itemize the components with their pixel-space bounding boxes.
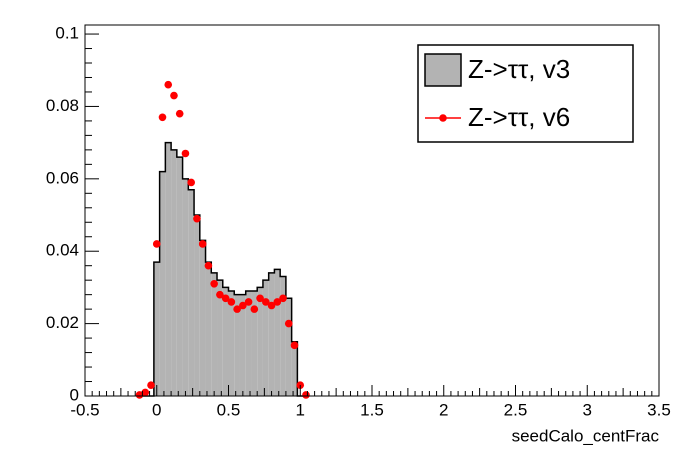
histogram-bar: [217, 280, 223, 396]
data-point: [262, 298, 270, 306]
data-point: [210, 279, 218, 288]
data-point: [187, 178, 195, 187]
y-tick-label: 0: [70, 385, 79, 404]
histogram-bar: [205, 262, 212, 396]
histogram-bar: [188, 189, 195, 396]
histogram-bar: [245, 291, 252, 396]
data-point: [302, 391, 310, 399]
legend-marker: [439, 114, 447, 122]
histogram-bar: [222, 287, 229, 396]
legend-swatch: [424, 53, 462, 87]
histogram-bar: [211, 272, 218, 396]
data-point: [204, 261, 213, 270]
data-point: [250, 305, 259, 313]
x-tick-label: 2: [439, 400, 448, 419]
y-tick-label: 0.08: [46, 96, 79, 115]
histogram-bar: [159, 171, 166, 396]
data-point: [221, 294, 230, 303]
data-point: [141, 388, 150, 397]
x-tick-label: 0.5: [217, 400, 241, 419]
data-point: [279, 294, 287, 303]
legend: Z->ττ, v3 Z->ττ, v6: [417, 44, 634, 143]
y-tick-label: 0.04: [46, 241, 79, 260]
x-tick-label: 1: [296, 400, 305, 419]
y-tick-label: 0.02: [46, 313, 79, 332]
histogram-bar: [257, 287, 263, 396]
data-point: [244, 298, 253, 306]
data-point: [198, 240, 207, 248]
histogram-bar: [176, 157, 183, 396]
histogram-bar: [234, 294, 240, 396]
data-point: [273, 298, 282, 306]
x-tick-label: 0: [152, 400, 161, 419]
histogram-bar: [153, 262, 160, 396]
data-point: [193, 214, 201, 223]
histogram-bar: [280, 276, 286, 396]
data-point: [227, 298, 236, 306]
histogram-bar: [268, 272, 275, 396]
y-tick-label: 0.06: [46, 168, 79, 187]
data-point: [267, 301, 276, 310]
data-point: [170, 91, 178, 100]
data-point: [181, 149, 190, 158]
x-axis-label: seedCalo_centFrac: [512, 426, 660, 445]
histogram-bar: [171, 149, 177, 396]
histogram-bar: [228, 291, 235, 396]
data-point: [175, 109, 184, 118]
data-point: [233, 305, 241, 313]
histogram-bar: [239, 294, 246, 396]
histogram-bar: [199, 240, 206, 396]
data-point: [135, 391, 144, 399]
data-point: [256, 294, 264, 303]
histogram-outline: [136, 141, 309, 397]
data-point: [147, 381, 155, 389]
data-point: [239, 301, 247, 310]
histogram-bar: [274, 269, 281, 396]
data-point: [158, 113, 167, 122]
y-tick-label: 0.1: [55, 24, 79, 43]
data-point: [284, 319, 293, 328]
data-point: [164, 80, 173, 89]
x-tick-label: 3: [583, 400, 592, 419]
histogram-bar: [291, 341, 298, 396]
data-point: [216, 290, 224, 299]
histogram-bar: [165, 142, 172, 396]
histogram-bar: [194, 215, 200, 396]
legend-label: Z->ττ, v6: [468, 102, 570, 132]
x-tick-label: 2.5: [504, 400, 528, 419]
x-tick-label: 3.5: [647, 400, 671, 419]
histogram-bar: [182, 178, 189, 396]
data-point: [290, 341, 299, 350]
data-point: [152, 240, 161, 248]
x-tick-label: 1.5: [360, 400, 384, 419]
histogram-bar: [262, 280, 269, 396]
x-tick-label: -0.5: [70, 400, 99, 419]
legend-label: Z->ττ, v3: [468, 54, 570, 84]
histogram-bar: [251, 291, 258, 396]
histogram-bar: [285, 298, 292, 396]
